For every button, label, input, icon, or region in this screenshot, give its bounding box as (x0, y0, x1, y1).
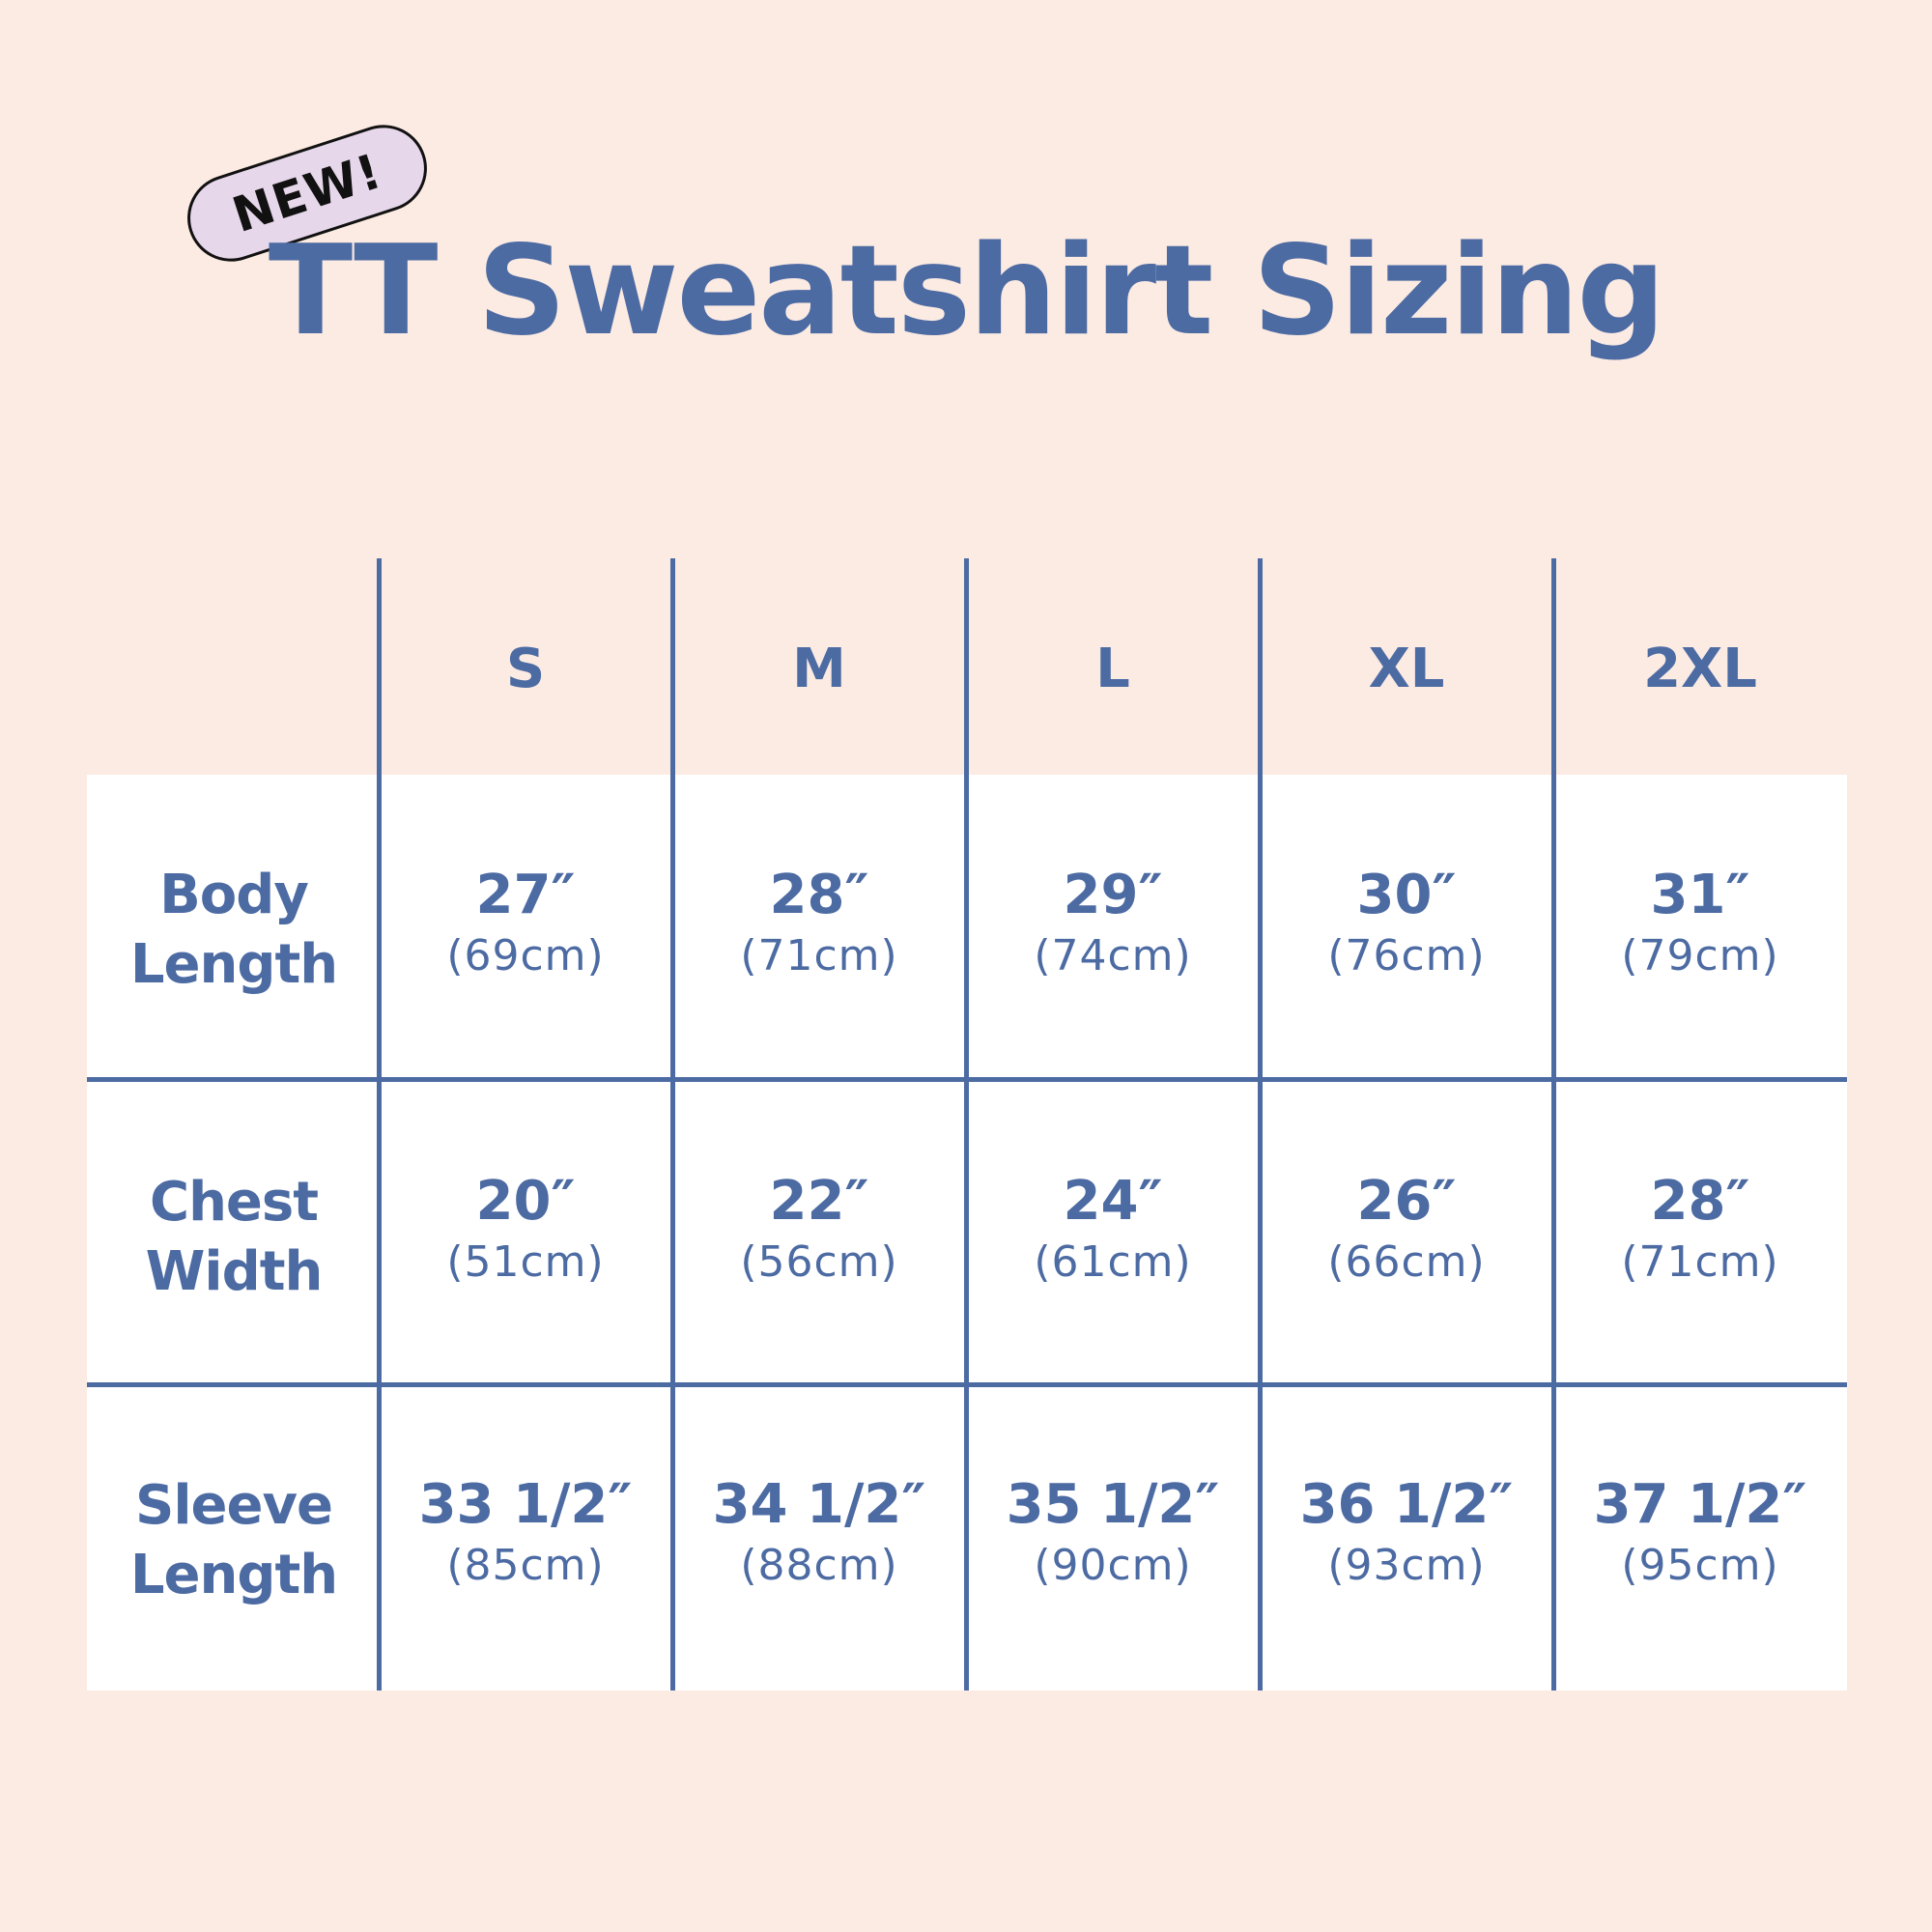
row-label-line: Body (159, 864, 309, 926)
table-cell: 33 1/2″ (85cm) (379, 1474, 672, 1596)
table-cell: 28″ (71cm) (1553, 1171, 1847, 1293)
cell-cm: (88cm) (740, 1541, 898, 1590)
cell-inches: 31″ (1650, 864, 1750, 926)
table-cell: 31″ (79cm) (1553, 865, 1847, 986)
size-header-xl: XL (1368, 638, 1445, 700)
cell-inches: 24″ (1063, 1170, 1163, 1233)
table-divider (87, 1077, 1847, 1082)
table-divider (1551, 558, 1556, 1690)
page-title: TT Sweatshirt Sizing (268, 219, 1665, 363)
table-cell: 28″ (71cm) (672, 865, 966, 986)
table-divider (964, 558, 969, 1690)
cell-inches: 27″ (475, 864, 576, 926)
table-cell: 35 1/2″ (90cm) (966, 1474, 1260, 1596)
size-header-2xl: 2XL (1643, 638, 1757, 700)
table-cell: 26″ (66cm) (1260, 1171, 1553, 1293)
cell-cm: (61cm) (1034, 1237, 1192, 1287)
cell-inches: 37 1/2″ (1593, 1473, 1807, 1536)
cell-inches: 22″ (769, 1170, 869, 1233)
cell-cm: (51cm) (446, 1237, 605, 1287)
cell-inches: 29″ (1063, 864, 1163, 926)
size-header-m: M (792, 638, 846, 700)
cell-inches: 36 1/2″ (1299, 1473, 1514, 1536)
table-cell: 27″ (69cm) (379, 865, 672, 986)
cell-inches: 26″ (1356, 1170, 1457, 1233)
row-label-line: Length (129, 1544, 338, 1606)
cell-cm: (69cm) (446, 931, 605, 980)
cell-cm: (90cm) (1034, 1541, 1192, 1590)
cell-inches: 34 1/2″ (712, 1473, 926, 1536)
size-header-s: S (505, 638, 546, 700)
row-label-line: Length (129, 933, 338, 996)
table-divider (377, 558, 382, 1690)
row-label-line: Chest (149, 1171, 319, 1234)
table-divider (670, 558, 675, 1690)
table-cell: 24″ (61cm) (966, 1171, 1260, 1293)
row-label-body-length: Body Length (87, 861, 381, 1000)
cell-inches: 35 1/2″ (1006, 1473, 1220, 1536)
cell-cm: (93cm) (1327, 1541, 1486, 1590)
cell-cm: (74cm) (1034, 931, 1192, 980)
cell-inches: 28″ (1650, 1170, 1750, 1233)
cell-cm: (66cm) (1327, 1237, 1486, 1287)
cell-inches: 30″ (1356, 864, 1457, 926)
table-divider (87, 1382, 1847, 1387)
size-header-l: L (1095, 638, 1130, 700)
row-label-line: Width (145, 1240, 324, 1303)
row-label-sleeve-length: Sleeve Length (87, 1471, 381, 1610)
cell-cm: (71cm) (740, 931, 898, 980)
table-cell: 29″ (74cm) (966, 865, 1260, 986)
table-divider (1258, 558, 1263, 1690)
cell-cm: (85cm) (446, 1541, 605, 1590)
cell-inches: 28″ (769, 864, 869, 926)
cell-inches: 20″ (475, 1170, 576, 1233)
cell-cm: (71cm) (1621, 1237, 1779, 1287)
cell-cm: (76cm) (1327, 931, 1486, 980)
table-cell: 20″ (51cm) (379, 1171, 672, 1293)
row-label-chest-width: Chest Width (87, 1168, 381, 1307)
table-cell: 34 1/2″ (88cm) (672, 1474, 966, 1596)
row-label-line: Sleeve (135, 1474, 333, 1537)
table-cell: 37 1/2″ (95cm) (1553, 1474, 1847, 1596)
table-cell: 30″ (76cm) (1260, 865, 1553, 986)
cell-cm: (79cm) (1621, 931, 1779, 980)
table-cell: 22″ (56cm) (672, 1171, 966, 1293)
table-cell: 36 1/2″ (93cm) (1260, 1474, 1553, 1596)
cell-inches: 33 1/2″ (418, 1473, 633, 1536)
cell-cm: (56cm) (740, 1237, 898, 1287)
cell-cm: (95cm) (1621, 1541, 1779, 1590)
